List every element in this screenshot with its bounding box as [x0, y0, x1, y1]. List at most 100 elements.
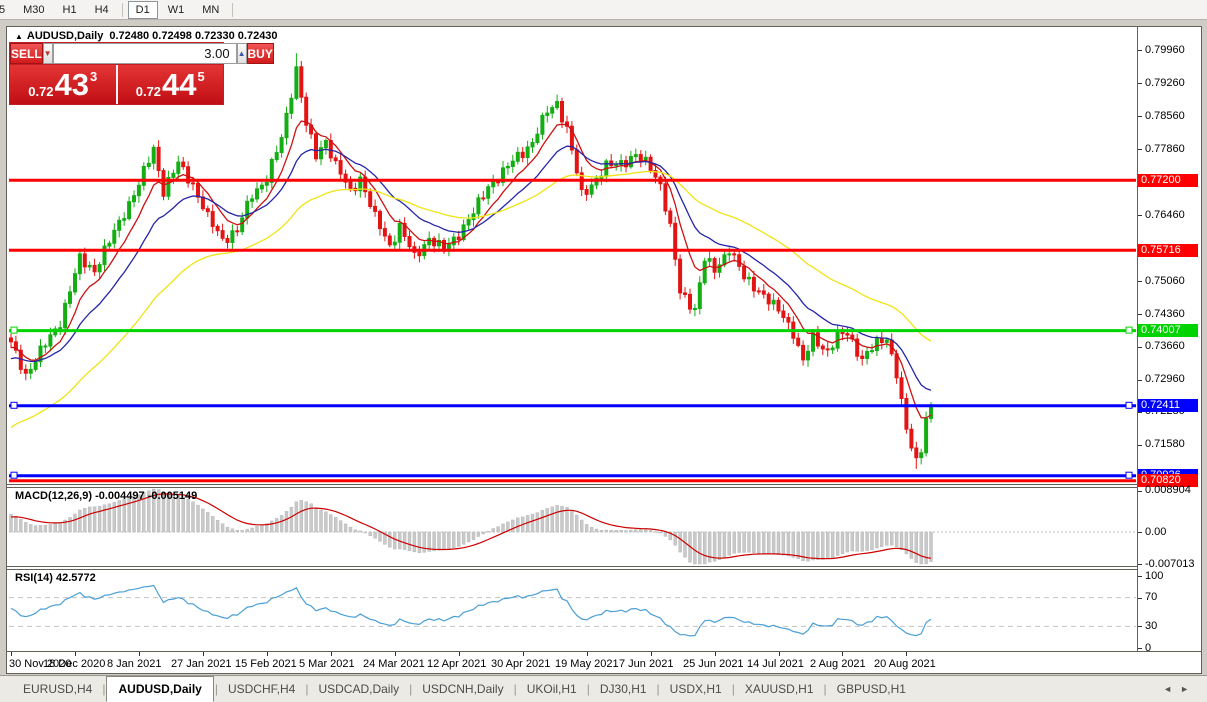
date-label: 24 Mar 2021: [363, 658, 425, 670]
macd-tick-mark: [1138, 564, 1142, 565]
sell-price-display[interactable]: 0.72 43 3: [10, 65, 116, 104]
tab-separator: |: [409, 682, 413, 696]
date-label: 19 May 2021: [555, 658, 619, 670]
macd-tick-label: 0.008904: [1145, 484, 1191, 496]
period-button-H1[interactable]: H1: [62, 3, 77, 16]
rsi-name: RSI(14): [15, 572, 53, 584]
tab-usdcad-daily[interactable]: USDCAD,Daily: [318, 682, 400, 696]
tab-separator: |: [513, 682, 517, 696]
period-button-5[interactable]: 5: [0, 3, 6, 16]
date-label: 5 Mar 2021: [299, 658, 355, 670]
date-label: 2 Aug 2021: [810, 658, 866, 670]
price-tick-label: 0.72960: [1145, 373, 1185, 385]
tab-dj30-h1[interactable]: DJ30,H1: [599, 682, 647, 696]
price-tick-mark: [1138, 50, 1142, 51]
price-tick-label: 0.79260: [1145, 77, 1185, 89]
date-label: 7 Jun 2021: [619, 658, 674, 670]
chart-tab-bar: EURUSD,H4 | AUDUSD,Daily | USDCHF,H4 | USDCAD,…: [0, 675, 1207, 702]
date-tick-mark: [906, 652, 907, 656]
level-price-label-0.70820: 0.70820: [1138, 474, 1198, 487]
volume-decrease-button[interactable]: ▼: [42, 43, 53, 64]
price-tick-label: 0.75060: [1145, 275, 1185, 287]
period-button-W1[interactable]: W1: [167, 3, 185, 16]
arrow-up-icon: ▲: [237, 49, 246, 58]
date-tick-mark: [523, 652, 524, 656]
chart-window: ▲ AUDUSD,Daily 0.72480 0.72498 0.72330 0.7…: [6, 26, 1202, 674]
tab-usdcnh-daily[interactable]: USDCNH,Daily: [422, 682, 504, 696]
line-handle-icon: [10, 326, 18, 334]
rsi-label: RSI(14) 42.5772: [15, 572, 96, 584]
date-label: 20 Aug 2021: [874, 658, 936, 670]
price-tick-mark: [1138, 83, 1142, 84]
price-tick-mark: [1138, 116, 1142, 117]
sell-button[interactable]: SELL: [10, 43, 43, 64]
volume-input[interactable]: [52, 43, 237, 64]
level-line-0.72411[interactable]: [9, 401, 1136, 409]
sell-price-big-figure: 43: [54, 67, 90, 102]
price-chart-area[interactable]: [8, 33, 1137, 484]
tab-scroll-right-icon[interactable]: ►: [1180, 684, 1197, 694]
price-tick-label: 0.76460: [1145, 209, 1185, 221]
date-tick-mark: [587, 652, 588, 656]
chart-title-bar: ▲ AUDUSD,Daily 0.72480 0.72498 0.72330 0.7…: [15, 30, 278, 42]
tab-separator: |: [586, 682, 590, 696]
rsi-tick-label: 70: [1145, 591, 1158, 603]
period-button-M30[interactable]: M30: [23, 3, 45, 16]
macd-name: MACD(12,26,9): [15, 490, 93, 502]
tab-separator: |: [731, 682, 735, 696]
chart-tabs: EURUSD,H4 | AUDUSD,Daily | USDCHF,H4 | USDCAD,…: [14, 676, 915, 702]
period-button-H4[interactable]: H4: [94, 3, 109, 16]
fast-ma: [10, 120, 932, 419]
medium-ma: [10, 145, 932, 391]
price-tick-mark: [1138, 412, 1142, 413]
tab-eurusd-h4[interactable]: EURUSD,H4: [23, 682, 93, 696]
date-label: 12 Apr 2021: [427, 658, 487, 670]
tab-gbpusd-h1[interactable]: GBPUSD,H1: [836, 682, 906, 696]
panel-separator[interactable]: [7, 566, 1201, 567]
buy-button[interactable]: BUY: [246, 43, 274, 64]
macd-value-main: -0.004497: [95, 490, 145, 502]
level-line-0.74007[interactable]: [9, 326, 1136, 334]
tab-usdchf-h4[interactable]: USDCHF,H4: [227, 682, 296, 696]
chart-symbol-label: AUDUSD,Daily: [26, 30, 104, 42]
date-tick-mark: [459, 652, 460, 656]
tab-scroll-left-icon[interactable]: ◄: [1163, 684, 1181, 694]
price-tick-label: 0.77860: [1145, 143, 1185, 155]
tab-ukoil-h1[interactable]: UKOil,H1: [526, 682, 577, 696]
level-line-0.70926[interactable]: [9, 471, 1136, 479]
volume-increase-button[interactable]: ▲: [236, 43, 247, 64]
level-price-label-0.75716: 0.75716: [1138, 244, 1198, 257]
macd-indicator-area[interactable]: [8, 488, 1137, 565]
date-label: 25 Jun 2021: [683, 658, 744, 670]
period-button-D1[interactable]: D1: [127, 0, 158, 19]
price-tick-mark: [1138, 314, 1142, 315]
line-handle-icon: [1125, 471, 1133, 479]
tab-usdx-h1[interactable]: USDX,H1: [669, 682, 722, 696]
panel-separator[interactable]: [7, 484, 1201, 485]
buy-price-big-figure: 44: [162, 67, 197, 102]
macd-tick-label: 0.00: [1145, 526, 1167, 538]
rsi-tick-mark: [1138, 648, 1142, 649]
collapse-icon[interactable]: ▲: [15, 32, 23, 41]
price-tick-mark: [1138, 380, 1142, 381]
tab-audusd-daily[interactable]: AUDUSD,Daily: [106, 676, 214, 702]
chart-ohlc-values: 0.72480 0.72498 0.72330 0.72430: [109, 30, 278, 42]
toolbar-separator: [232, 2, 234, 17]
tab-separator: |: [305, 682, 309, 696]
price-axis: 0.79960 0.79260 0.78560 0.77860 0.76460 0.750…: [1137, 27, 1201, 654]
period-button-MN[interactable]: MN: [202, 3, 220, 16]
buy-price-display[interactable]: 0.72 44 5: [117, 65, 223, 104]
rsi-indicator-area[interactable]: [8, 570, 1137, 650]
price-tick-label: 0.71580: [1145, 438, 1185, 450]
price-tick-mark: [1138, 445, 1142, 446]
macd-histogram: [9, 488, 933, 565]
rsi-line: [10, 584, 932, 637]
sell-price-pip: 3: [90, 69, 98, 84]
sell-price-prefix: 0.72: [28, 84, 54, 99]
rsi-tick-mark: [1138, 598, 1142, 599]
date-tick-mark: [11, 652, 12, 656]
level-price-label-0.77200: 0.77200: [1138, 174, 1198, 187]
tab-xauusd-h1[interactable]: XAUUSD,H1: [744, 682, 814, 696]
tab-separator: |: [102, 682, 106, 696]
